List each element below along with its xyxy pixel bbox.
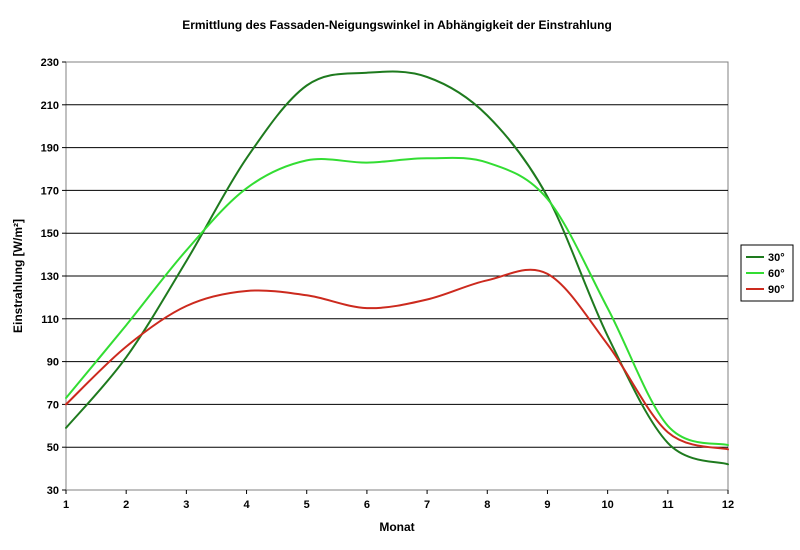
series-line-2	[65, 268, 729, 451]
y-tick-label: 210	[41, 100, 59, 112]
x-axis: 1 2 3 4 5 6 7 8 9 10 11 12	[63, 490, 734, 511]
y-tick-label: 130	[41, 271, 59, 283]
y-tick-label: 170	[41, 185, 59, 197]
series-lines	[65, 70, 729, 466]
y-tick-label: 150	[41, 228, 59, 240]
y-tick-label: 190	[41, 143, 59, 155]
x-tick-label: 8	[484, 499, 490, 511]
y-axis: 30 50 70 90 110 130 150 170 190 210 230	[41, 57, 66, 497]
y-tick-label: 50	[47, 442, 59, 454]
legend-label: 90°	[768, 284, 785, 296]
legend-label: 30°	[768, 252, 785, 264]
x-tick-label: 9	[544, 499, 550, 511]
x-tick-label: 1	[63, 499, 69, 511]
y-tick-label: 230	[41, 57, 59, 69]
x-tick-label: 6	[364, 499, 370, 511]
y-tick-label: 110	[41, 314, 59, 326]
x-tick-label: 10	[602, 499, 614, 511]
y-tick-label: 90	[47, 357, 59, 369]
series-line-1	[65, 156, 729, 447]
series-line-0	[65, 70, 729, 466]
legend-label: 60°	[768, 268, 785, 280]
y-tick-label: 30	[47, 485, 59, 497]
x-tick-label: 5	[304, 499, 310, 511]
legend: 30° 60° 90°	[740, 244, 794, 302]
x-tick-label: 2	[123, 499, 129, 511]
grid	[66, 104, 728, 448]
x-tick-label: 4	[243, 499, 250, 511]
x-tick-label: 3	[183, 499, 189, 511]
x-tick-label: 12	[722, 499, 734, 511]
y-axis-label: Einstrahlung [W/m²]	[11, 219, 25, 333]
chart-title: Ermittlung des Fassaden-Neigungswinkel i…	[182, 18, 612, 32]
x-tick-label: 7	[424, 499, 430, 511]
y-tick-label: 70	[47, 399, 59, 411]
x-axis-label: Monat	[379, 520, 414, 534]
x-tick-label: 11	[662, 499, 674, 511]
